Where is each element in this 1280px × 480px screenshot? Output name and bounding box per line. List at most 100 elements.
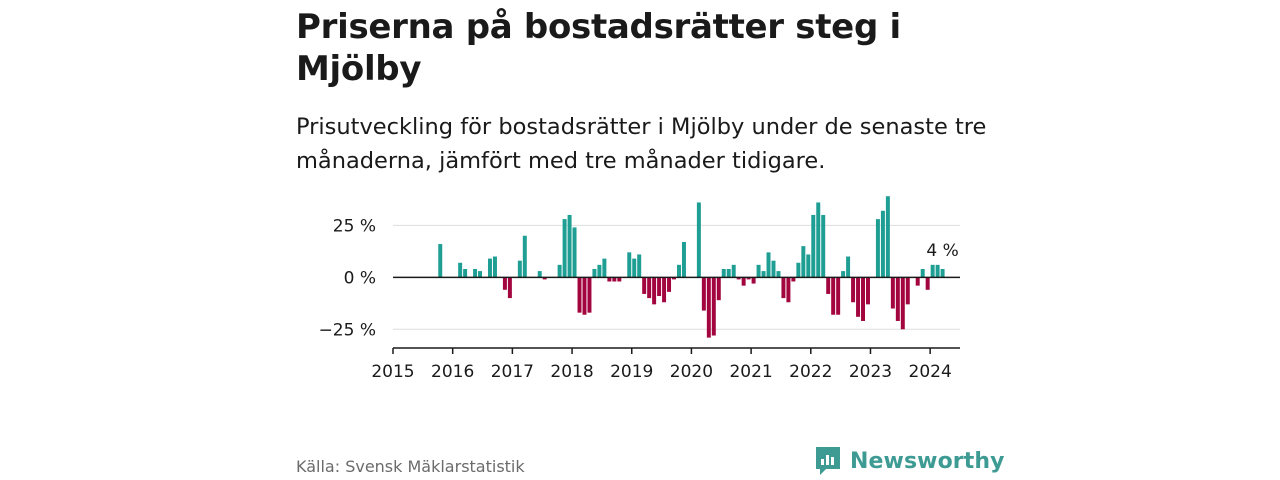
x-tick-label: 2024 [909,362,952,382]
bar [542,277,547,280]
gridlines [393,224,960,330]
bar [492,256,497,278]
bar [602,258,607,278]
bar [766,252,771,278]
annotation: 4 % [926,241,958,261]
bar [557,264,562,278]
y-axis: 25 % 0 % −25 % [319,216,376,340]
bar [607,277,612,282]
bar [791,277,796,282]
bar [721,269,726,278]
x-tick-label: 2020 [670,362,713,382]
bar [771,260,776,278]
x-tick-label: 2017 [491,362,534,382]
bar [582,277,587,315]
bar [935,264,940,278]
bar [826,277,831,294]
bar [592,269,597,278]
source-note: Källa: Svensk Mäklarstatistik [296,457,525,476]
bar [637,254,642,278]
bar [776,271,781,278]
bar [915,277,920,286]
bar [696,202,701,278]
bar [672,277,676,280]
bar [806,254,811,278]
bar [572,227,577,278]
bar [816,202,821,278]
bar [846,256,851,278]
bar [851,277,856,303]
bar [463,269,468,278]
bar [642,277,647,294]
bar [577,277,582,313]
bar [861,277,865,321]
bar [821,214,826,278]
bar [502,277,507,290]
bar [905,277,910,305]
bar [741,277,746,286]
bar [796,262,801,278]
bar [856,277,861,317]
bar [880,210,885,278]
chart-title: Priserna på bostadsrätter steg i Mjölby [296,7,901,89]
chart-subtitle: Prisutveckling för bostadsrätter i Mjölb… [296,114,987,174]
bar [756,264,761,278]
bar [731,264,736,278]
bar [761,271,766,278]
bar [746,277,751,280]
bar [438,244,443,278]
bar [667,277,672,292]
bar [940,269,945,278]
brand-name: Newsworthy [850,448,1005,474]
x-tick-label: 2016 [431,362,474,382]
bar [716,277,721,301]
bar [632,258,637,278]
bar [507,277,512,299]
bar [517,260,522,278]
bar [895,277,900,321]
bar [801,246,806,278]
bar [890,277,895,309]
bar [587,277,592,313]
x-tick-label: 2023 [849,362,892,382]
bar [612,277,617,282]
y-tick-label: 25 % [333,216,376,236]
bar [866,277,870,305]
bar [562,219,567,278]
bar [473,269,478,278]
bar [478,271,483,278]
bar [647,277,652,299]
x-tick-label: 2021 [729,362,772,382]
bar [786,277,791,303]
y-tick-label: 0 % [344,268,376,288]
x-tick-label: 2022 [789,362,832,382]
bar [567,214,572,278]
bar [751,277,756,284]
bar [662,277,667,303]
bar [836,277,841,315]
x-tick-label: 2019 [610,362,653,382]
bar [711,277,716,336]
bar [627,252,632,278]
bar [831,277,836,315]
brand-logo[interactable]: Newsworthy [814,445,1005,477]
bar [920,269,925,278]
x-axis: 2015 2016 2017 2018 2019 2020 2021 2022 2023 2024 [371,347,960,382]
bar [657,277,662,297]
x-tick-label: 2018 [550,362,593,382]
bar [875,219,880,278]
bar [900,277,905,330]
bar [930,264,935,278]
bar [841,271,846,278]
latest-value-label: 4 % [926,241,958,261]
y-tick-label: −25 % [319,320,376,340]
bar [677,264,681,278]
bar [706,277,711,338]
bar [885,196,890,278]
bar [701,277,706,311]
x-tick-label: 2015 [371,362,414,382]
bar [458,262,463,278]
bars [438,196,945,338]
bar [736,277,741,280]
bar [681,241,686,278]
